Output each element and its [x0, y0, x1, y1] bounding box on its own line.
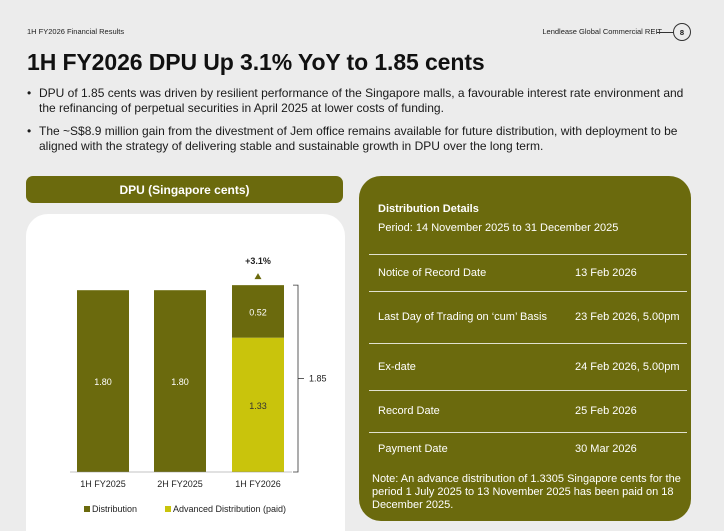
chart-title: DPU (Singapore cents) — [26, 176, 343, 203]
bullet-item: The ~S$8.9 million gain from the divestm… — [27, 124, 702, 154]
company-name: Lendlease Global Commercial REIT — [542, 27, 662, 36]
dpu-bar-chart: 1.80 1H FY2025 1.80 2H FY2025 1.33 0.52 1H FY2… — [70, 256, 327, 514]
x-tick-label: 1H FY2025 — [80, 479, 126, 489]
distribution-details-panel: Distribution Details Period: 14 November… — [359, 176, 691, 521]
row-value: 23 Feb 2026, 5.00pm — [567, 291, 687, 344]
legend-label: Advanced Distribution (paid) — [173, 504, 286, 514]
row-label: Payment Date — [369, 432, 567, 467]
distribution-period: Period: 14 November 2025 to 31 December … — [378, 222, 619, 234]
total-label: 1.85 — [309, 374, 327, 384]
distribution-table: Notice of Record Date 13 Feb 2026 Last D… — [369, 254, 687, 467]
row-value: 30 Mar 2026 — [567, 432, 687, 467]
row-label: Notice of Record Date — [369, 254, 567, 292]
bar-data-label: 1.33 — [249, 401, 267, 411]
section-label: 1H FY2026 Financial Results — [27, 27, 125, 36]
bar-data-label: 1.80 — [94, 377, 112, 387]
x-tick-label: 1H FY2026 — [235, 479, 281, 489]
row-value: 25 Feb 2026 — [567, 390, 687, 433]
row-label: Ex-date — [369, 343, 567, 391]
row-label: Last Day of Trading on ‘cum’ Basis — [369, 291, 567, 344]
x-tick-label: 2H FY2025 — [157, 479, 203, 489]
distribution-heading: Distribution Details — [378, 203, 479, 215]
legend-label: Distribution — [92, 504, 137, 514]
page-title: 1H FY2026 DPU Up 3.1% YoY to 1.85 cents — [27, 49, 485, 75]
bullet-list: DPU of 1.85 cents was driven by resilien… — [27, 86, 702, 162]
table-row: Record Date 25 Feb 2026 — [369, 390, 687, 433]
bar-data-label: 0.52 — [249, 307, 267, 317]
legend-swatch — [84, 506, 90, 512]
row-value: 13 Feb 2026 — [567, 254, 687, 292]
table-row: Ex-date 24 Feb 2026, 5.00pm — [369, 343, 687, 391]
chart-card: 1.80 1H FY2025 1.80 2H FY2025 1.33 0.52 1H FY2… — [26, 214, 345, 531]
up-arrow-icon — [254, 273, 262, 280]
growth-label: +3.1% — [245, 256, 271, 266]
table-row: Last Day of Trading on ‘cum’ Basis 23 Fe… — [369, 291, 687, 344]
total-bracket — [293, 284, 299, 473]
row-label: Record Date — [369, 390, 567, 433]
page-number-badge: 8 — [673, 23, 691, 41]
legend-swatch — [165, 506, 171, 512]
table-row: Notice of Record Date 13 Feb 2026 — [369, 254, 687, 292]
bar-distribution — [154, 290, 206, 472]
bar-distribution — [77, 290, 129, 472]
bullet-item: DPU of 1.85 cents was driven by resilien… — [27, 86, 702, 116]
bar-distribution — [232, 285, 284, 338]
distribution-note: Note: An advance distribution of 1.3305 … — [372, 473, 681, 511]
bar-advanced-distribution — [232, 337, 284, 472]
row-value: 24 Feb 2026, 5.00pm — [567, 343, 687, 391]
table-row: Payment Date 30 Mar 2026 — [369, 432, 687, 467]
header-divider — [657, 32, 674, 33]
bar-data-label: 1.80 — [171, 377, 189, 387]
